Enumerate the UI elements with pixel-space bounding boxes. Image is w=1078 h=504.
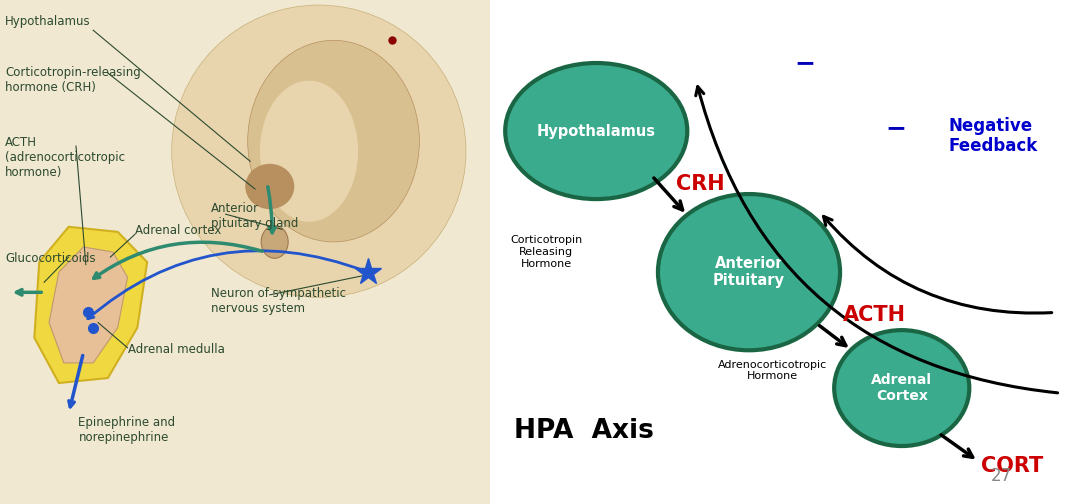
Text: Anterior
Pituitary: Anterior Pituitary — [713, 256, 785, 288]
Text: Epinephrine and
norepinephrine: Epinephrine and norepinephrine — [79, 416, 176, 444]
Text: CORT: CORT — [981, 456, 1044, 476]
Text: Adrenal cortex: Adrenal cortex — [135, 224, 221, 237]
Text: ACTH: ACTH — [843, 305, 906, 325]
Text: Corticotropin
Releasing
Hormone: Corticotropin Releasing Hormone — [510, 235, 582, 269]
Text: Anterior
pituitary gland: Anterior pituitary gland — [211, 202, 299, 230]
Text: CRH: CRH — [676, 174, 724, 194]
Text: HPA  Axis: HPA Axis — [514, 418, 654, 444]
Text: Adrenal medulla: Adrenal medulla — [127, 343, 224, 356]
Text: Negative
Feedback: Negative Feedback — [949, 117, 1038, 155]
Circle shape — [834, 330, 969, 446]
Ellipse shape — [261, 226, 288, 259]
Text: Adrenocorticotropic
Hormone: Adrenocorticotropic Hormone — [718, 360, 827, 381]
Text: Hypothalamus: Hypothalamus — [537, 123, 655, 139]
Ellipse shape — [171, 5, 466, 297]
Ellipse shape — [506, 63, 688, 199]
Text: Adrenal
Cortex: Adrenal Cortex — [871, 373, 932, 403]
Ellipse shape — [248, 40, 419, 242]
FancyArrowPatch shape — [824, 216, 1052, 313]
FancyArrowPatch shape — [695, 87, 1058, 393]
Polygon shape — [34, 227, 147, 383]
Ellipse shape — [260, 81, 358, 222]
Text: Corticotropin-releasing
hormone (CRH): Corticotropin-releasing hormone (CRH) — [5, 66, 140, 94]
Text: −: − — [885, 116, 907, 141]
Text: Glucocorticoids: Glucocorticoids — [5, 252, 96, 265]
Ellipse shape — [246, 164, 294, 209]
FancyBboxPatch shape — [0, 0, 490, 504]
Polygon shape — [50, 247, 127, 363]
Text: 27: 27 — [991, 467, 1012, 485]
Text: Neuron of sympathetic
nervous system: Neuron of sympathetic nervous system — [211, 287, 346, 316]
Text: Hypothalamus: Hypothalamus — [5, 15, 91, 28]
Text: −: − — [794, 51, 815, 75]
Text: ACTH
(adrenocorticotropic
hormone): ACTH (adrenocorticotropic hormone) — [5, 136, 125, 179]
Circle shape — [658, 194, 840, 350]
